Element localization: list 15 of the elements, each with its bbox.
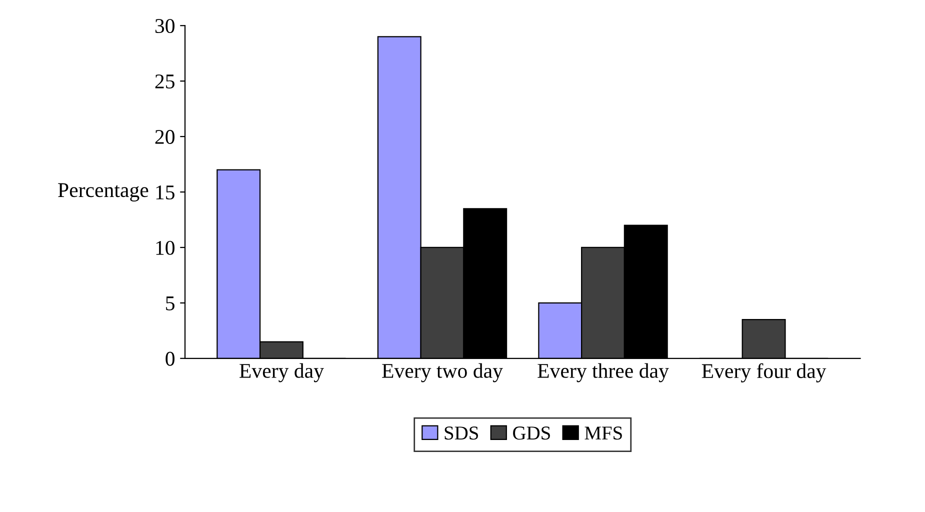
y-tick-label: 0 — [166, 352, 174, 366]
x-tick-label: Every four day — [702, 363, 826, 382]
y-tick-label: 10 — [156, 240, 174, 255]
y-axis-title: Percentage — [58, 183, 148, 202]
legend-label: MFS — [584, 426, 622, 440]
x-tick-label: Every day — [240, 363, 324, 382]
x-tick-label: Every two day — [382, 363, 503, 382]
y-tick-label: 30 — [155, 18, 174, 34]
legend-label: GDS — [513, 426, 550, 440]
y-tick-label: 20 — [155, 130, 174, 144]
y-tick-label: 15 — [156, 185, 174, 200]
legend-label: SDS — [444, 426, 478, 440]
y-tick-label: 25 — [155, 74, 174, 88]
x-tick-label: Every three day — [538, 363, 669, 382]
y-tick-label: 5 — [166, 296, 174, 310]
